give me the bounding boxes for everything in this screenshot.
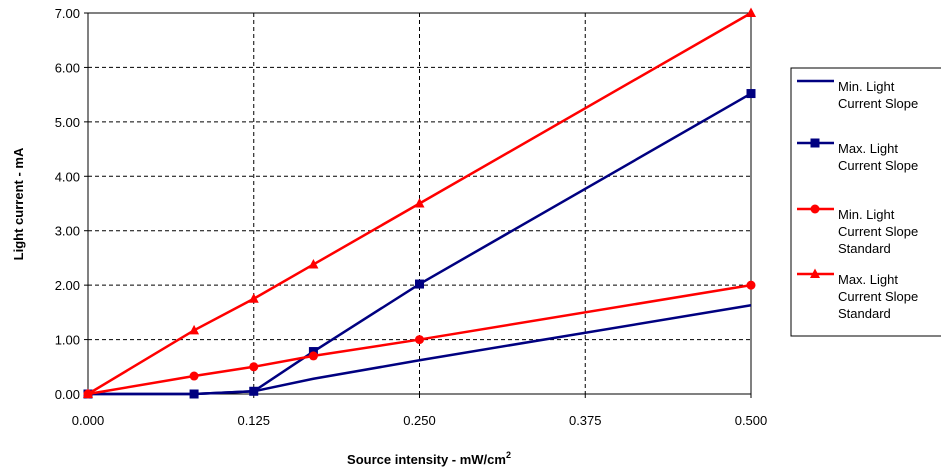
series-line (88, 92, 752, 396)
legend-label: Min. Light (838, 207, 895, 222)
x-axis-title: Source intensity - mW/cm2 (347, 450, 511, 467)
y-tick-label: 2.00 (55, 278, 80, 293)
x-axis-title-superscript: 2 (506, 450, 511, 460)
legend-entry: Min. Light Current Slope (797, 79, 918, 111)
legend-entry: Min. Light Current Slope Standard (797, 204, 918, 256)
data-point (189, 371, 199, 381)
series-4 (83, 7, 756, 398)
data-point (746, 89, 756, 99)
x-axis-ticks: 0.000 0.125 0.250 0.375 0.500 (72, 394, 768, 428)
legend-entry: Max. Light Current Slope (797, 138, 918, 173)
legend-label: Min. Light (838, 79, 895, 94)
data-point (415, 279, 424, 289)
legend-label: Max. Light (838, 141, 898, 156)
legend-marker (810, 204, 820, 214)
legend-entries: Min. Light Current Slope Max. Light Current… (797, 79, 918, 321)
legend-marker (810, 138, 820, 148)
legend-marker (810, 268, 820, 278)
y-axis-ticks: 0.00 1.00 2.00 3.00 4.00 5.00 6.00 7.00 (55, 6, 88, 402)
y-tick-label: 3.00 (55, 224, 80, 239)
y-tick-label: 0.00 (55, 387, 80, 402)
y-tick-label: 6.00 (55, 60, 80, 75)
y-tick-label: 4.00 (55, 169, 80, 184)
legend-label: Current Slope (838, 158, 918, 173)
x-tick-label: 0.250 (403, 413, 436, 428)
legend-entry: Max. Light Current Slope Standard (797, 268, 918, 321)
data-point (746, 280, 756, 290)
data-point (414, 198, 425, 208)
legend-label: Standard (838, 241, 891, 256)
x-tick-label: 0.375 (569, 413, 602, 428)
y-tick-label: 5.00 (55, 115, 80, 130)
legend-label: Current Slope (838, 96, 918, 111)
data-point (415, 335, 424, 345)
data-point (746, 7, 756, 17)
data-point (189, 389, 199, 399)
legend (790, 67, 941, 337)
data-point (249, 386, 259, 396)
data-point (83, 388, 93, 398)
y-axis-title: Light current - mA (11, 147, 26, 260)
y-tick-label: 1.00 (55, 333, 80, 348)
x-axis-title-main: Source intensity - mW/cm (347, 452, 506, 467)
legend-label: Max. Light (838, 272, 898, 287)
legend-label: Current Slope (838, 224, 918, 239)
data-point (308, 258, 319, 269)
legend-label: Current Slope (838, 289, 918, 304)
data-point (189, 324, 200, 335)
x-tick-label: 0.125 (237, 413, 270, 428)
series-line (87, 283, 752, 396)
data-point (248, 293, 259, 303)
x-tick-label: 0.500 (735, 413, 768, 428)
data-point (308, 351, 318, 361)
series (83, 7, 756, 399)
legend-label: Standard (838, 306, 891, 321)
y-tick-label: 7.00 (55, 6, 80, 21)
data-point (249, 362, 259, 372)
x-tick-label: 0.000 (72, 413, 105, 428)
series-line (87, 11, 752, 396)
